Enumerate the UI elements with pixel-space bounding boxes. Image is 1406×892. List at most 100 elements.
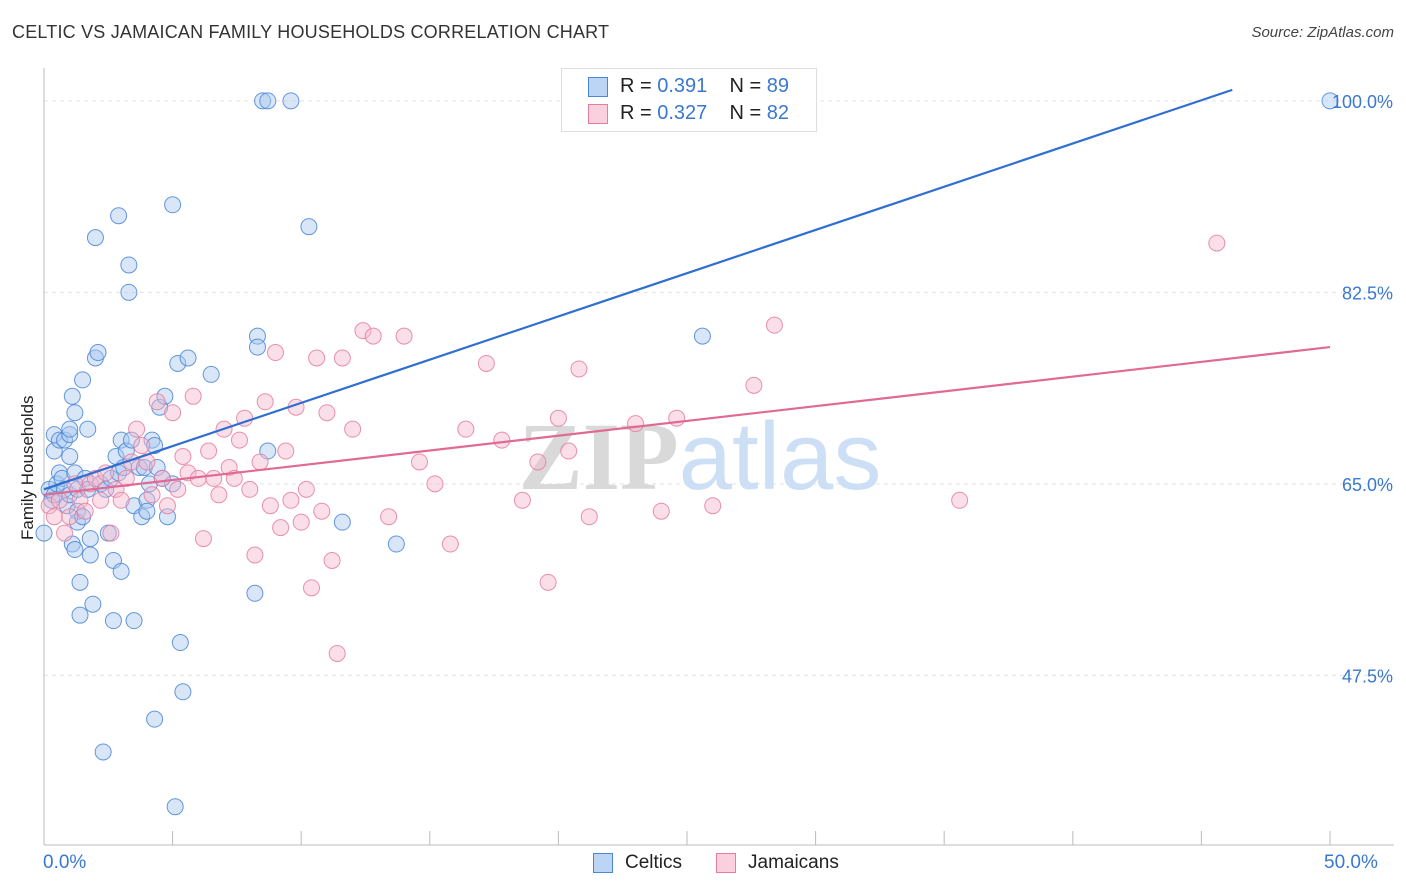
jamaicans-n-value: 82	[766, 102, 790, 124]
jamaicans-point-72	[549, 409, 567, 427]
jamaicans-point-18	[133, 437, 151, 455]
jamaicans-point-56	[328, 644, 346, 662]
x-tick-label-max: 50.0%	[1324, 852, 1378, 873]
celtics-point-71	[164, 196, 182, 214]
celtics-point-49	[112, 562, 130, 580]
celtics-point-81	[248, 338, 266, 356]
celtics-point-73	[166, 798, 184, 816]
jamaicans-point-52	[308, 349, 326, 367]
celtics-point-64	[146, 710, 164, 728]
jamaicans-point-17	[128, 420, 146, 438]
celtics-point-25	[71, 573, 89, 591]
gridlines	[44, 100, 1394, 676]
watermark-atlas: atlas	[679, 403, 882, 510]
jamaicans-point-61	[380, 508, 398, 526]
jamaicans-stats: R = 0.327 N = 82	[620, 102, 789, 125]
trend-lines	[43, 88, 1331, 496]
jamaicans-point-68	[493, 431, 511, 449]
celtics-n-label: N =	[729, 75, 762, 97]
jamaicans-point-40	[246, 546, 264, 564]
celtics-r-label: R =	[620, 75, 652, 97]
celtics-point-75	[171, 634, 189, 652]
legend-jamaicans-label: Jamaicans	[748, 852, 839, 873]
jamaicans-point-66	[457, 420, 475, 438]
jamaicans-point-81	[765, 316, 783, 334]
jamaicans-point-83	[1208, 234, 1226, 252]
celtics-point-83	[259, 92, 277, 110]
celtics-point-90	[1321, 92, 1339, 110]
y-tick-label-2: 82.5%	[1342, 283, 1393, 303]
y-tick-label-1: 65.0%	[1342, 475, 1393, 495]
jamaicans-point-26	[174, 448, 192, 465]
jamaicans-n-label: N =	[729, 102, 762, 124]
celtics-point-37	[89, 344, 107, 362]
jamaicans-point-54	[318, 404, 336, 422]
jamaicans-point-63	[411, 453, 429, 471]
celtics-point-30	[79, 420, 97, 438]
celtics-point-79	[246, 584, 264, 602]
celtics-point-53	[120, 283, 138, 301]
celtics-swatch	[588, 77, 608, 97]
jamaicans-point-73	[560, 442, 578, 460]
jamaicans-point-10	[92, 491, 110, 509]
jamaicans-point-58	[344, 420, 362, 438]
jamaicans-point-3	[56, 524, 74, 542]
jamaicans-point-21	[148, 393, 166, 411]
celtics-point-48	[112, 431, 130, 449]
jamaicans-point-75	[580, 508, 598, 526]
jamaicans-point-30	[194, 530, 212, 548]
jamaicans-point-33	[210, 486, 228, 504]
jamaicans-trend-line	[43, 345, 1331, 496]
jamaicans-point-47	[282, 491, 300, 509]
jamaicans-points	[40, 234, 1226, 662]
jamaicans-point-46	[277, 442, 295, 460]
jamaicans-point-0	[40, 497, 58, 515]
jamaicans-point-60	[364, 327, 382, 345]
jamaicans-point-55	[323, 551, 341, 569]
jamaicans-point-44	[266, 344, 284, 362]
celtics-point-32	[81, 546, 99, 564]
legend-celtics-swatch	[593, 853, 613, 873]
jamaicans-swatch	[588, 104, 608, 124]
y-tick-label-0: 47.5%	[1342, 666, 1393, 686]
jamaicans-point-82	[951, 491, 969, 509]
celtics-point-86	[300, 218, 318, 236]
celtics-point-87	[333, 513, 351, 531]
jamaicans-point-79	[704, 497, 722, 515]
celtics-point-16	[61, 420, 79, 438]
jamaicans-r-value: 0.327	[657, 102, 708, 124]
celtics-point-0	[35, 524, 53, 542]
jamaicans-point-67	[477, 354, 495, 372]
jamaicans-point-80	[745, 376, 763, 394]
celtics-point-43	[104, 612, 122, 630]
jamaicans-point-37	[230, 431, 248, 449]
x-tick-label-min: 0.0%	[43, 852, 87, 873]
celtics-point-51	[117, 442, 135, 460]
celtics-point-13	[61, 448, 79, 465]
celtics-trend-line	[43, 88, 1233, 491]
jamaicans-point-12	[102, 524, 120, 542]
jamaicans-point-31	[200, 442, 218, 460]
y-tick-label-3: 100.0%	[1332, 92, 1393, 112]
celtics-point-65	[146, 437, 164, 455]
jamaicans-point-39	[241, 480, 259, 498]
jamaicans-point-51	[302, 579, 320, 597]
celtics-point-66	[148, 458, 166, 476]
celtics-point-15	[61, 426, 79, 444]
source-label: Source: ZipAtlas.com	[1251, 24, 1394, 41]
jamaicans-point-23	[158, 497, 176, 515]
jamaicans-point-14	[112, 491, 130, 509]
celtics-point-8	[50, 431, 68, 449]
jamaicans-point-35	[220, 458, 238, 476]
celtics-point-39	[94, 743, 112, 761]
celtics-point-54	[122, 431, 140, 449]
celtics-point-74	[169, 354, 187, 372]
jamaicans-point-25	[169, 480, 187, 498]
legend-jamaicans-swatch	[716, 853, 736, 873]
celtics-stats: R = 0.391 N = 89	[620, 75, 789, 98]
jamaicans-point-77	[652, 502, 670, 520]
jamaicans-point-7	[76, 502, 94, 520]
watermark-zip: ZIP	[519, 403, 679, 510]
jamaicans-point-57	[333, 349, 351, 367]
